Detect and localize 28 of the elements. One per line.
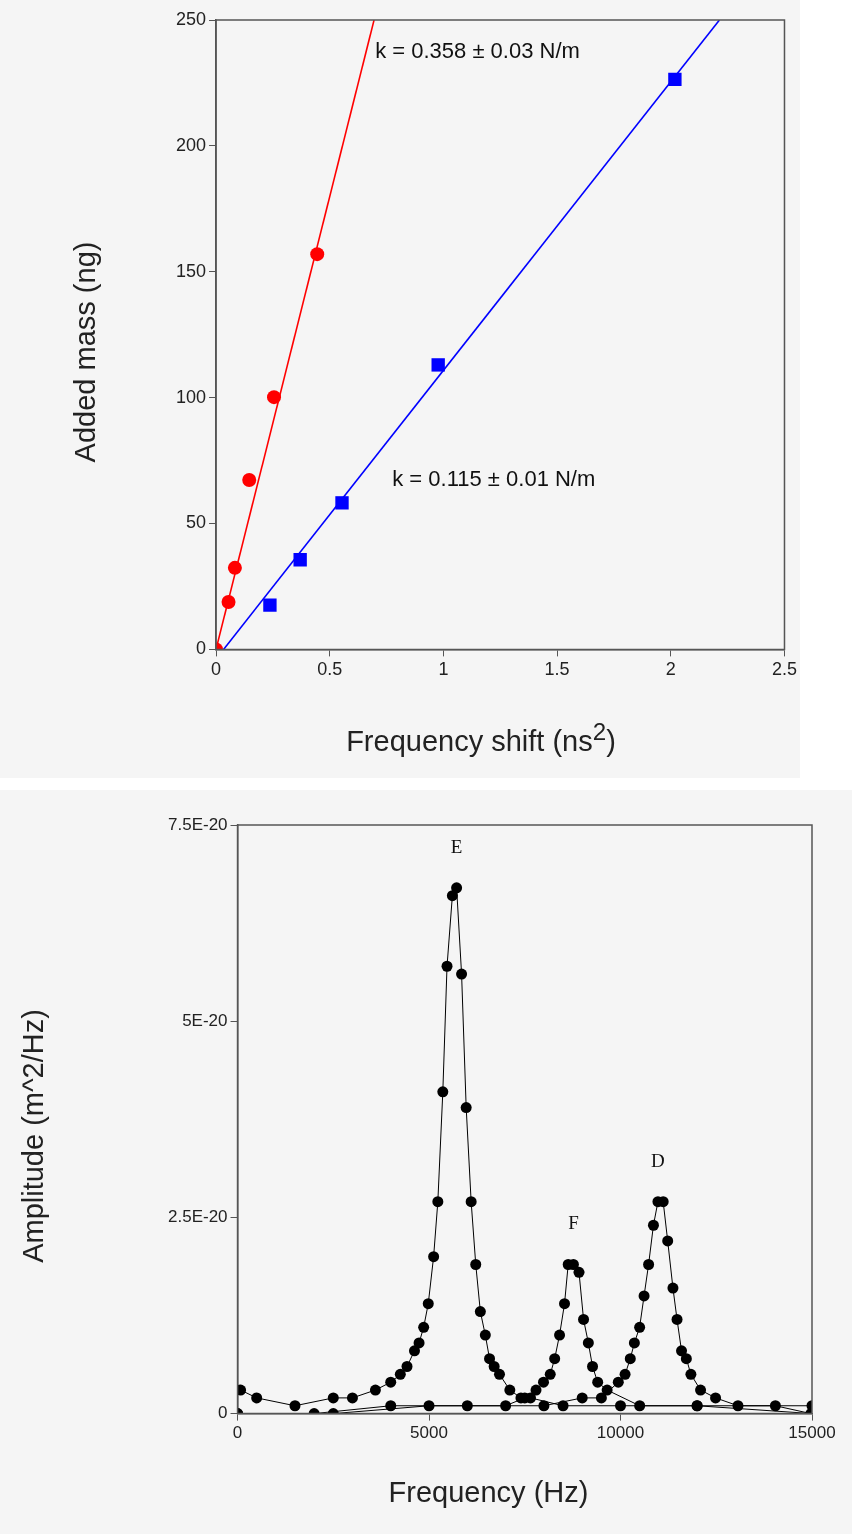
annotation: F <box>568 1212 579 1234</box>
x-tick-label: 0.5 <box>317 659 343 680</box>
annotation: D <box>651 1149 665 1171</box>
x-tick-label: 10000 <box>596 1423 645 1443</box>
annotation: k = 0.358 ± 0.03 N/m <box>375 37 580 63</box>
y-tick-label: 2.5E-20 <box>167 1207 228 1227</box>
y-tick-label: 0 <box>218 1403 228 1423</box>
annotation: k = 0.115 ± 0.01 N/m <box>392 465 596 491</box>
y-tick-label: 250 <box>175 8 207 29</box>
x-tick-label: 1 <box>438 659 449 680</box>
y-tick-label: 5E-20 <box>182 1010 228 1030</box>
y-tick-label: 7.5E-20 <box>167 814 228 834</box>
x-axis-title: Frequency (Hz) <box>387 1476 590 1509</box>
y-tick-label: 100 <box>175 386 207 407</box>
x-tick-label: 15000 <box>788 1423 836 1443</box>
y-tick-label: 0 <box>196 638 207 659</box>
y-axis-title: Added mass (ng) <box>68 241 102 463</box>
y-tick-label: 150 <box>175 260 207 281</box>
y-axis-title: Amplitude (m^2/Hz) <box>16 1009 50 1263</box>
y-tick-label: 50 <box>186 512 207 533</box>
annotation: E <box>450 835 463 857</box>
x-tick-label: 0 <box>232 1423 243 1443</box>
x-axis-title: Frequency shift (ns$^{2}$) <box>345 718 617 758</box>
y-tick-label: 200 <box>175 134 207 155</box>
x-tick-label: 2 <box>665 659 676 680</box>
x-tick-label: 5000 <box>410 1423 448 1443</box>
x-tick-label: 1.5 <box>544 659 570 680</box>
x-tick-label: 2.5 <box>771 659 797 680</box>
